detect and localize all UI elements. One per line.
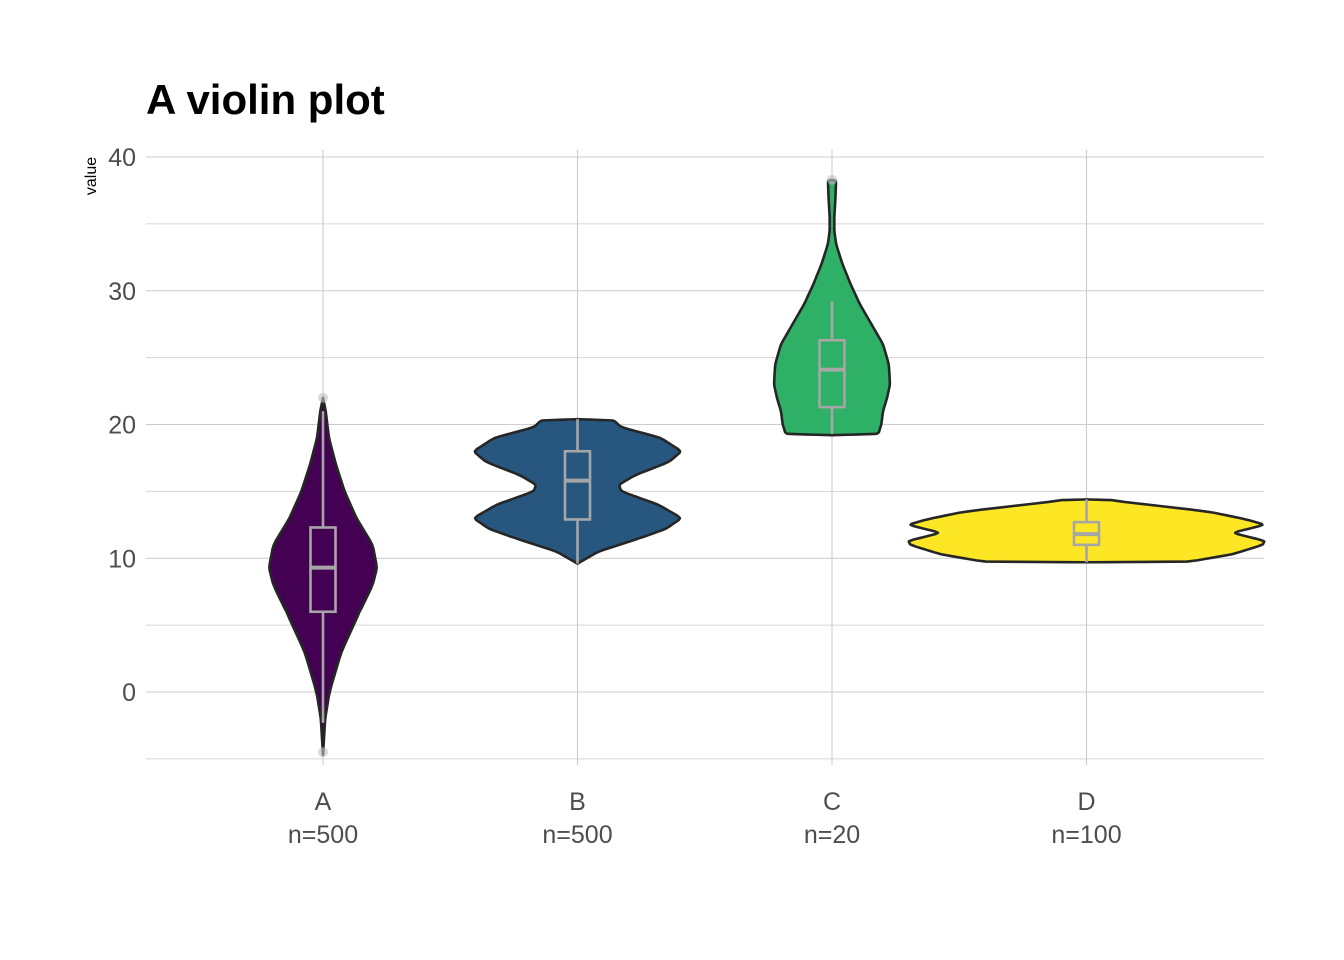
box-iqr — [309, 526, 337, 614]
x-tick-sublabel: n=500 — [288, 821, 358, 849]
y-tick-label: 30 — [108, 278, 136, 306]
violins — [268, 174, 1266, 758]
x-tick-sublabel: n=20 — [804, 821, 860, 849]
x-axis-ticks: An=500 Bn=500 Cn=20 Dn=100 — [288, 788, 1122, 849]
y-axis-label: value — [83, 157, 100, 195]
x-tick-label: B — [569, 788, 586, 816]
x-tick-sublabel: n=100 — [1051, 821, 1121, 849]
y-axis-ticks: 0 10 20 30 40 — [108, 144, 136, 707]
box-iqr — [818, 338, 846, 409]
y-tick-label: 10 — [108, 545, 136, 573]
chart-title: A violin plot — [146, 76, 385, 123]
box-iqr — [563, 449, 592, 521]
outlier-point — [318, 392, 328, 403]
y-tick-label: 40 — [108, 144, 136, 172]
violin-B — [473, 417, 682, 565]
x-tick-sublabel: n=500 — [542, 821, 612, 849]
violin-A — [268, 392, 378, 758]
x-tick-label: D — [1077, 788, 1095, 816]
outlier-point — [827, 174, 837, 185]
violin-D — [907, 498, 1266, 564]
y-tick-label: 0 — [122, 679, 136, 707]
x-tick-label: A — [315, 788, 332, 816]
grid — [146, 150, 1264, 765]
outlier-point — [318, 747, 328, 758]
x-tick-label: C — [823, 788, 841, 816]
y-tick-label: 20 — [108, 412, 136, 440]
violin-C — [772, 174, 892, 437]
